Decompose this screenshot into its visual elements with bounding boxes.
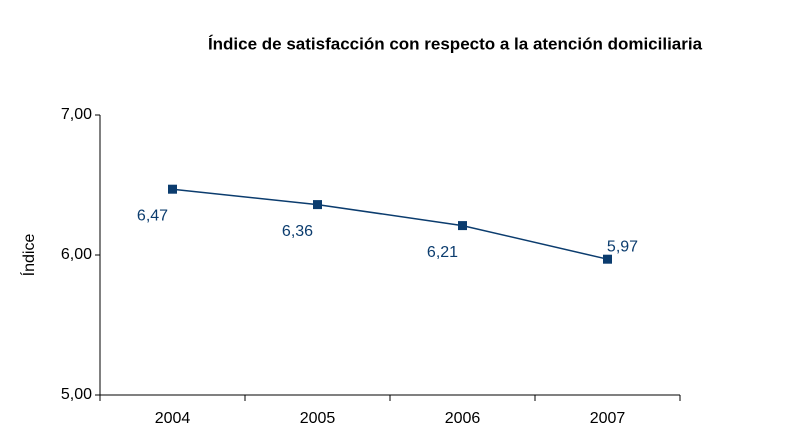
data-label: 5,97: [607, 238, 638, 255]
marker: [458, 221, 467, 231]
x-tick-label: 2006: [445, 410, 481, 427]
y-tick-label: 7,00: [61, 106, 92, 123]
chart-title: Índice de satisfacción con respecto a la…: [208, 34, 703, 53]
marker: [313, 200, 322, 210]
y-tick-label: 5,00: [61, 386, 92, 403]
marker: [603, 254, 612, 264]
data-label: 6,47: [137, 207, 168, 224]
data-label: 6,36: [282, 223, 313, 240]
data-label: 6,21: [427, 244, 458, 261]
x-tick-label: 2007: [590, 410, 626, 427]
x-tick-label: 2005: [300, 410, 336, 427]
line: [172, 188, 608, 260]
marker: [168, 184, 177, 194]
y-axis-label: Índice: [19, 234, 38, 277]
x-tick-label: 2004: [155, 410, 191, 427]
y-tick-label: 6,00: [61, 246, 92, 263]
